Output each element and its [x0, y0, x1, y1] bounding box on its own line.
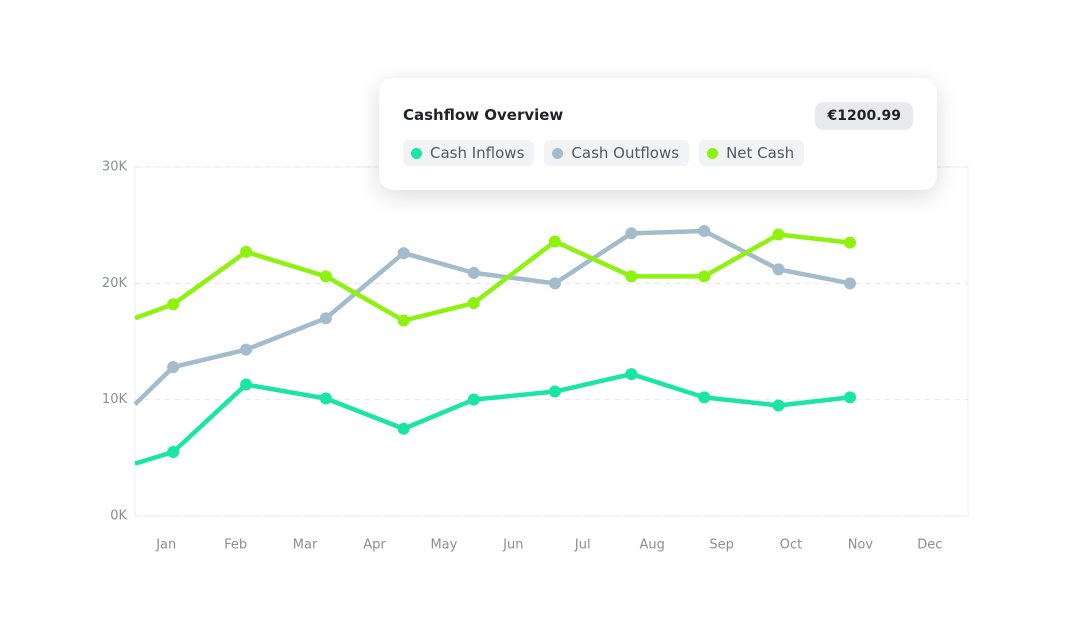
x-tick-label: May: [430, 538, 457, 553]
legend-label: Cash Inflows: [430, 144, 525, 162]
legend-label: Net Cash: [726, 144, 795, 162]
point: [625, 270, 638, 283]
x-tick-label: Apr: [363, 538, 386, 553]
y-tick-label: 10K: [102, 392, 128, 407]
point: [698, 391, 711, 404]
x-tick-label: Nov: [848, 538, 874, 553]
point: [467, 393, 480, 406]
point: [548, 235, 561, 248]
series-layer: [133, 224, 856, 466]
point: [467, 266, 480, 279]
point: [319, 270, 332, 283]
point: [167, 446, 180, 459]
x-tick-label: Sep: [709, 538, 734, 553]
x-tick-label: Dec: [917, 538, 942, 553]
y-tick-label: 30K: [102, 160, 128, 175]
point: [548, 385, 561, 398]
legend-item: Cash Outflows: [544, 140, 690, 166]
point: [843, 277, 856, 290]
x-tick-label: Feb: [224, 538, 247, 553]
point: [240, 343, 253, 356]
point: [397, 422, 410, 435]
chart-title: Cashflow Overview: [403, 106, 564, 124]
x-tick-label: Mar: [293, 538, 318, 553]
plot-area: [134, 166, 969, 517]
point: [698, 224, 711, 237]
point: [625, 368, 638, 381]
point: [240, 378, 253, 391]
legend-item: Net Cash: [699, 140, 805, 166]
legend-item: Cash Inflows: [403, 140, 535, 166]
legend-swatch: [411, 147, 422, 159]
point: [397, 247, 410, 260]
x-tick-label: Jan: [155, 538, 176, 553]
legend: Cash Inflows Cash Outflows Net Cash: [403, 140, 805, 166]
y-tick-label: 0K: [110, 509, 127, 524]
point: [397, 314, 410, 327]
legend-swatch: [707, 147, 719, 159]
legend-label: Cash Outflows: [571, 144, 680, 162]
point: [698, 270, 711, 283]
x-tick-label: Oct: [780, 538, 802, 553]
point: [772, 228, 785, 241]
point: [467, 297, 480, 310]
point: [772, 399, 785, 412]
x-tick-label: Jun: [502, 538, 523, 553]
x-tick-label: Jul: [574, 538, 591, 553]
x-tick-label: Aug: [639, 538, 664, 553]
point: [240, 245, 253, 258]
point: [167, 361, 180, 374]
legend-swatch: [552, 147, 564, 159]
legend-card: Cashflow Overview €1200.99 Cash Inflows C…: [379, 78, 937, 190]
point: [319, 312, 332, 325]
point: [167, 298, 180, 311]
point: [843, 391, 856, 404]
point: [548, 277, 561, 290]
point: [625, 227, 638, 240]
point: [772, 263, 785, 276]
point: [843, 236, 856, 249]
total-badge: €1200.99: [815, 102, 913, 130]
point: [319, 392, 332, 405]
y-tick-label: 20K: [102, 276, 128, 291]
